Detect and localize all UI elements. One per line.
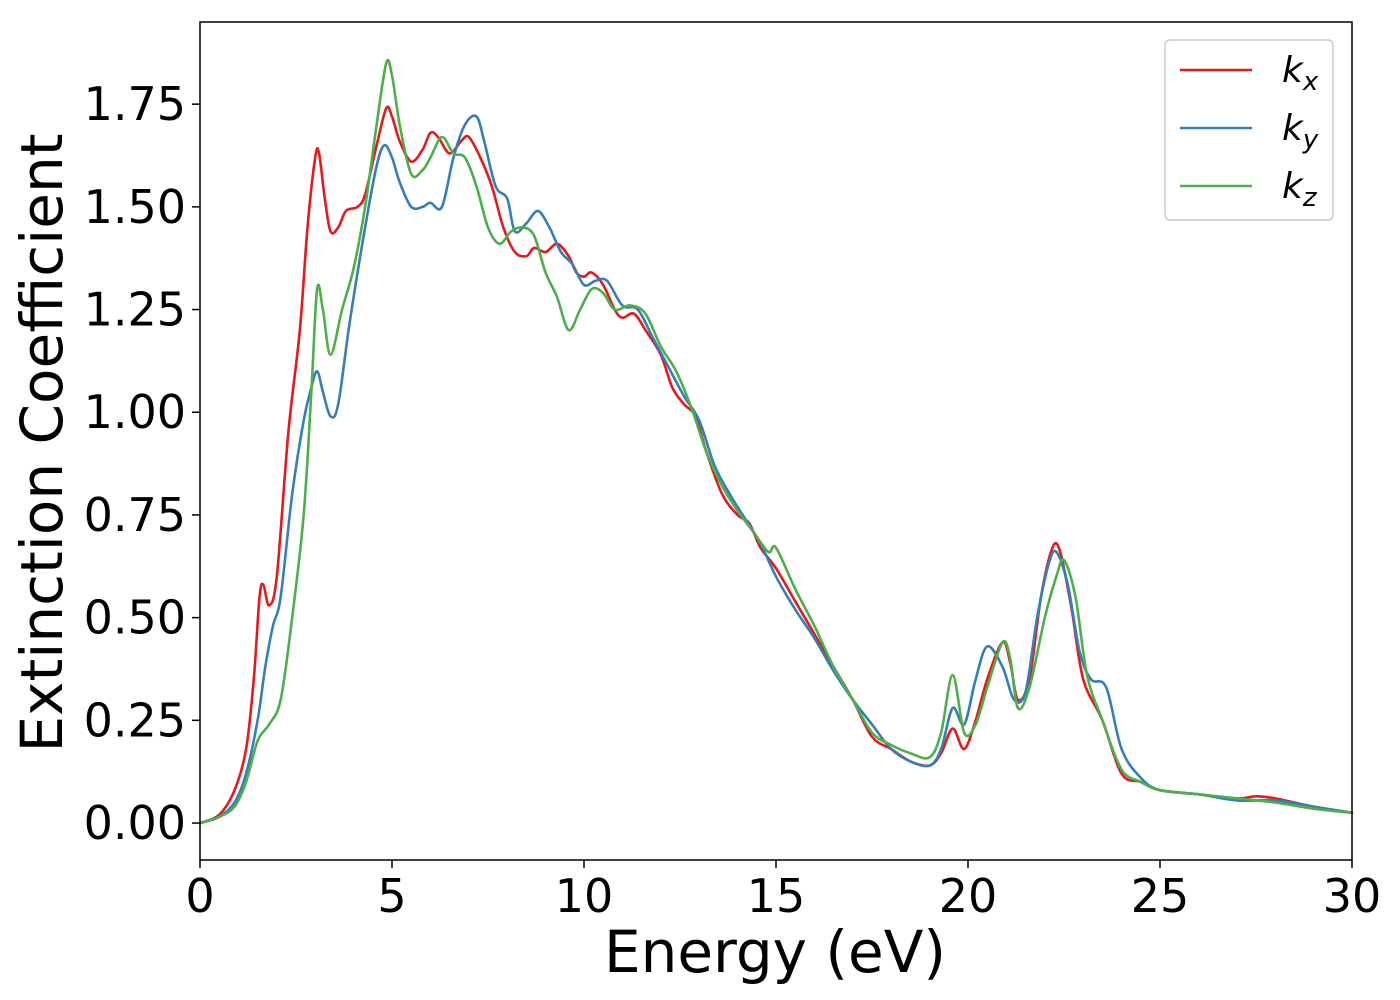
y-tick-label: 1.00 <box>84 385 186 439</box>
x-tick-label: 10 <box>555 869 614 923</box>
y-tick-label: 1.50 <box>84 180 186 234</box>
y-axis: 0.00 0.25 0.50 0.75 1.00 1.25 1.50 1.75 <box>84 77 200 850</box>
legend-label-ky: ky <box>1282 108 1319 155</box>
x-axis: 0 5 10 15 20 25 30 <box>185 860 1381 923</box>
x-tick-label: 0 <box>185 869 214 923</box>
x-tick-label: 20 <box>939 869 998 923</box>
y-tick-label: 0.50 <box>84 591 186 645</box>
y-tick-label: 0.25 <box>84 693 186 747</box>
legend-label-kz: kz <box>1282 166 1318 213</box>
x-tick-label: 30 <box>1323 869 1382 923</box>
y-axis-title: Extinction Coefficient <box>8 134 76 753</box>
y-tick-label: 1.25 <box>84 283 186 337</box>
series-line-kz <box>198 58 1354 825</box>
y-tick-label: 0.00 <box>84 796 186 850</box>
series-layer <box>198 58 1354 825</box>
x-tick-label: 15 <box>747 869 806 923</box>
x-tick-label: 25 <box>1131 869 1190 923</box>
x-axis-title: Energy (eV) <box>604 918 946 986</box>
legend: kx ky kz <box>1164 39 1334 221</box>
legend-label-kx: kx <box>1282 50 1319 97</box>
y-tick-label: 1.75 <box>84 77 186 131</box>
x-tick-label: 5 <box>377 869 406 923</box>
legend-box <box>1164 39 1334 221</box>
y-tick-label: 0.75 <box>84 488 186 542</box>
